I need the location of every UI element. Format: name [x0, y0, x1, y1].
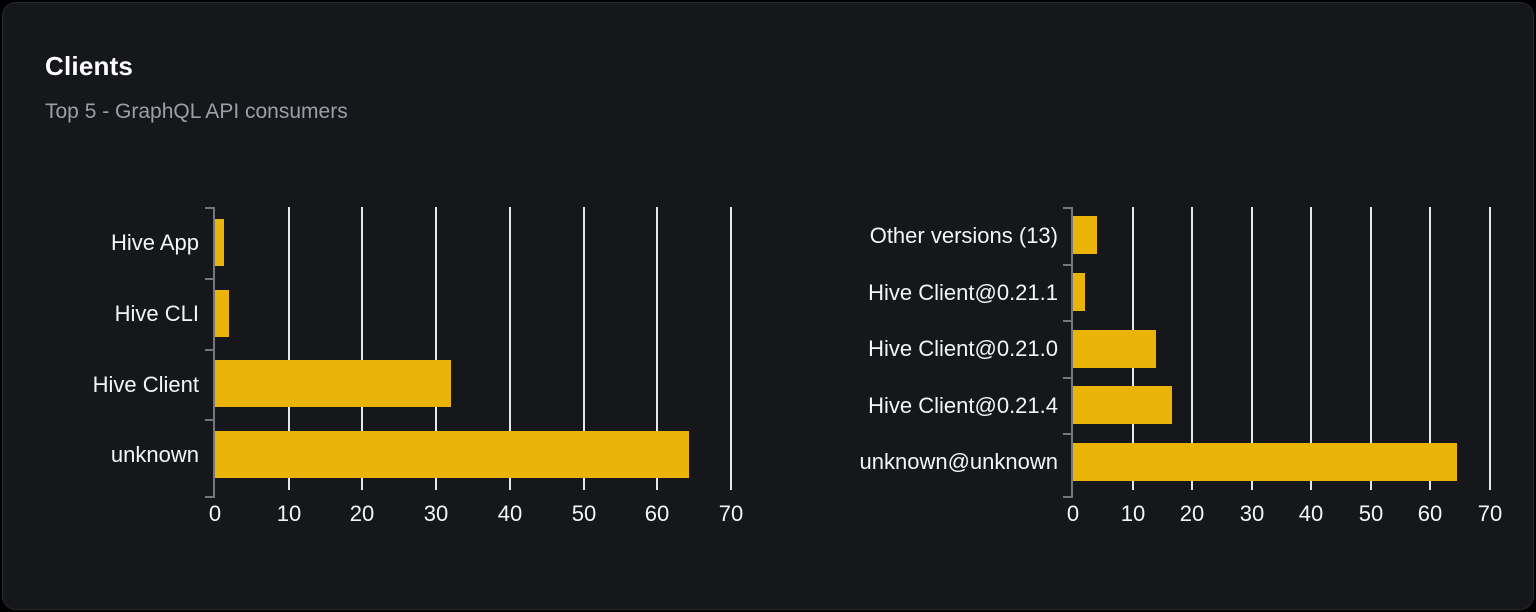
category-label: Hive App [110, 230, 199, 255]
gridline [1310, 207, 1313, 490]
gridline [287, 207, 290, 490]
category-label: Hive Client@0.21.0 [868, 336, 1058, 361]
bar-other-versions-13-[interactable] [1073, 216, 1097, 254]
gridline [435, 207, 438, 490]
x-tick-label: 60 [1417, 501, 1443, 526]
x-tick-label: 60 [644, 501, 670, 526]
x-tick-label: 50 [1358, 501, 1384, 526]
category-label: unknown@unknown [859, 449, 1058, 474]
y-axis-tick [1063, 377, 1071, 379]
bar-hive-client[interactable] [215, 360, 451, 407]
y-axis-tick [205, 349, 213, 351]
gridline [508, 207, 511, 490]
gridline [1369, 207, 1372, 490]
y-axis-line [1071, 207, 1073, 498]
x-tick-label: 20 [1179, 501, 1205, 526]
bar-hive-client-0-21-4[interactable] [1073, 386, 1172, 424]
category-label: Hive Client [92, 372, 199, 397]
gridline [1191, 207, 1194, 490]
x-tick-label: 0 [208, 501, 222, 526]
x-tick-label: 10 [1120, 501, 1146, 526]
category-label: Other versions (13) [869, 223, 1058, 248]
y-axis-tick [1063, 320, 1071, 322]
y-axis-tick [205, 278, 213, 280]
category-label: Hive CLI [114, 301, 199, 326]
y-axis-tick [1063, 207, 1071, 209]
y-axis-tick [205, 419, 213, 421]
bar-unknown-unknown[interactable] [1073, 443, 1457, 481]
y-axis-line [213, 207, 215, 498]
x-tick-label: 0 [1066, 501, 1080, 526]
bar-hive-client-0-21-1[interactable] [1073, 273, 1085, 311]
bar-hive-cli[interactable] [215, 290, 229, 337]
gridline [1250, 207, 1253, 490]
x-tick-label: 50 [571, 501, 597, 526]
x-tick-label: 40 [497, 501, 523, 526]
x-tick-label: 30 [1239, 501, 1265, 526]
category-label: unknown [110, 442, 199, 467]
x-tick-label: 70 [718, 501, 744, 526]
bar-unknown[interactable] [215, 431, 689, 478]
x-tick-label: 40 [1298, 501, 1324, 526]
category-label: Hive Client@0.21.1 [868, 280, 1058, 305]
gridline [361, 207, 364, 490]
category-label: Hive Client@0.21.4 [868, 393, 1058, 418]
gridline [1429, 207, 1432, 490]
gridline [582, 207, 585, 490]
y-axis-tick [1063, 264, 1071, 266]
y-axis-tick [205, 496, 213, 498]
bar-hive-app[interactable] [215, 219, 224, 266]
x-tick-label: 10 [276, 501, 302, 526]
card-title: Clients [45, 51, 134, 81]
bar-hive-client-0-21-0[interactable] [1073, 330, 1156, 368]
card-subtitle: Top 5 - GraphQL API consumers [45, 100, 348, 123]
x-tick-label: 30 [423, 501, 449, 526]
y-axis-tick [1063, 433, 1071, 435]
x-tick-label: 20 [349, 501, 375, 526]
gridline [656, 207, 659, 490]
y-axis-tick [1063, 496, 1071, 498]
x-tick-label: 70 [1477, 501, 1503, 526]
gridline [1488, 207, 1491, 490]
y-axis-tick [205, 207, 213, 209]
gridline [729, 207, 732, 490]
